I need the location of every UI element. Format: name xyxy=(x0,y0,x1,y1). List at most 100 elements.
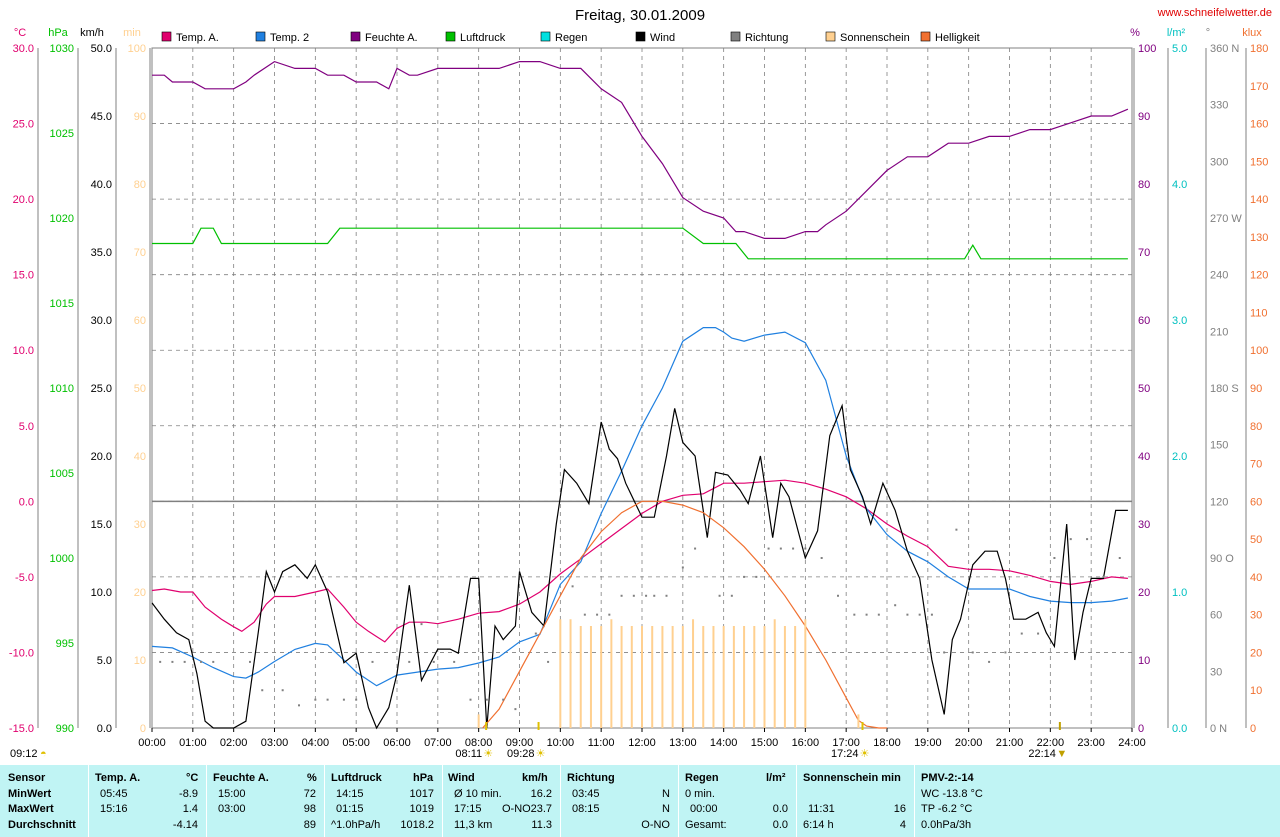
richtung-point xyxy=(608,613,611,616)
richtung-point xyxy=(1086,538,1089,541)
humidity-tick-label: 80 xyxy=(1138,179,1150,191)
richtung-point xyxy=(755,575,758,578)
richtung-point xyxy=(571,585,574,588)
x-tick-label: 24:00 xyxy=(1118,737,1146,749)
x-tick-label: 00:00 xyxy=(138,737,166,749)
richtung-point xyxy=(837,594,839,597)
sun-total-value: 4 xyxy=(899,819,906,831)
pressure-tick-label: 1010 xyxy=(50,383,74,395)
pressure-trend: ^1.0hPa/h xyxy=(331,819,381,831)
chart-axes: °C 30.0 25.0 20.0 15.0 10.0 5.0 0.0 -5.0 -10.0 -15… xyxy=(9,27,1268,749)
humidity-tick-label: 0 xyxy=(1138,723,1144,735)
richtung-point xyxy=(281,689,284,692)
rain-total-label: Gesamt: xyxy=(685,819,727,831)
richtung-point xyxy=(249,660,251,663)
chart-events: 08:11 ☀ 09:28 ☀ 17:24 ☀ 22:14 ▼09:12 ◓ xyxy=(10,722,1067,760)
min-wind-time: Ø 10 min. xyxy=(454,788,502,800)
feuchte-a-line xyxy=(152,60,1129,239)
richtung-point xyxy=(930,613,933,616)
luftdruck-line xyxy=(152,227,1128,260)
richtung-point xyxy=(988,660,991,663)
humidity-tick-label: 100 xyxy=(1138,43,1156,55)
lux-axis-unit: klux xyxy=(1242,27,1262,39)
legend-label: Regen xyxy=(555,32,587,44)
richtung-point xyxy=(502,698,505,701)
direction-tick-label: 300 xyxy=(1210,156,1228,168)
lux-tick-label: 60 xyxy=(1250,496,1262,508)
legend-swatch xyxy=(920,31,931,42)
richtung-point xyxy=(906,613,909,616)
richtung-point xyxy=(1004,651,1007,654)
richtung-point xyxy=(894,604,897,607)
row-label-min: MinWert xyxy=(8,788,52,800)
legend-label: Richtung xyxy=(745,32,788,44)
rain-tick-label: 3.0 xyxy=(1172,315,1187,327)
richtung-point xyxy=(694,547,697,550)
humidity-tick-label: 50 xyxy=(1138,383,1150,395)
max-dir-time: 08:15 xyxy=(572,803,600,815)
pressure-tick-label: 1020 xyxy=(50,213,74,225)
min-temp-value: -8.9 xyxy=(179,788,198,800)
temp-tick-label: 20.0 xyxy=(13,194,34,206)
temp-tick-label: -10.0 xyxy=(9,647,34,659)
weather-chart: Freitag, 30.01.2009 www.schneifelwetter.… xyxy=(9,7,1272,760)
sun-icon: ☀ xyxy=(860,748,870,760)
richtung-point xyxy=(261,689,264,692)
legend-swatch xyxy=(635,31,646,42)
lux-tick-label: 90 xyxy=(1250,383,1262,395)
sun-axis-unit: min xyxy=(123,27,141,39)
rain-total-value: 0.0 xyxy=(772,819,788,831)
direction-tick-label: 330 xyxy=(1210,100,1228,112)
legend-label: Sonnenschein xyxy=(840,32,910,44)
richtung-point xyxy=(596,613,599,616)
richtung-point xyxy=(645,594,648,597)
lux-tick-label: 150 xyxy=(1250,156,1268,168)
sun-tick-label: 30 xyxy=(134,519,146,531)
x-tick-label: 06:00 xyxy=(383,737,411,749)
humidity-axis-unit: % xyxy=(1130,27,1140,39)
pressure-tick-label: 1025 xyxy=(50,128,74,140)
lux-tick-label: 160 xyxy=(1250,119,1268,131)
x-tick-label: 21:00 xyxy=(996,737,1024,749)
wind-axis-unit: km/h xyxy=(80,27,104,39)
legend-swatch xyxy=(255,31,266,42)
richtung-point xyxy=(212,660,215,663)
legend-swatch xyxy=(730,31,741,42)
x-tick-label: 08:00 xyxy=(465,737,493,749)
rain-axis-unit: l/m² xyxy=(1167,27,1186,39)
row-label-average: Durchschnitt xyxy=(8,819,76,831)
richtung-point xyxy=(1053,557,1056,559)
legend-swatch xyxy=(445,31,456,42)
richtung-point xyxy=(1020,632,1023,635)
humidity-tick-label: 40 xyxy=(1138,451,1150,463)
sun-total-time: 6:14 h xyxy=(803,819,834,831)
x-tick-label: 16:00 xyxy=(792,737,820,749)
avg-dir-value: O-NO xyxy=(641,819,670,831)
max-sun-time: 11:31 xyxy=(808,803,835,815)
header-direction: Richtung xyxy=(567,772,615,784)
direction-tick-label: 360 N xyxy=(1210,43,1239,55)
x-tick-label: 22:00 xyxy=(1037,737,1065,749)
max-hum-time: 03:00 xyxy=(218,803,246,815)
header-humidity: Feuchte A. xyxy=(213,772,269,784)
min-press-value: 1017 xyxy=(409,788,434,800)
min-hum-time: 15:00 xyxy=(218,788,246,800)
legend-label: Wind xyxy=(650,32,675,44)
website-link[interactable]: www.schneifelwetter.de xyxy=(1157,7,1272,19)
wind-tick-label: 35.0 xyxy=(91,247,112,259)
humidity-tick-label: 60 xyxy=(1138,315,1150,327)
avg-hum-value: 89 xyxy=(303,819,316,831)
temp-tick-label: 25.0 xyxy=(13,119,34,131)
temp-tick-label: 15.0 xyxy=(13,270,34,282)
avg-temp-value: -4.14 xyxy=(172,819,198,831)
richtung-point xyxy=(200,660,202,663)
direction-tick-label: 210 xyxy=(1210,326,1228,338)
lux-tick-label: 70 xyxy=(1250,459,1262,471)
richtung-point xyxy=(432,660,435,663)
x-tick-label: 15:00 xyxy=(751,737,779,749)
richtung-point xyxy=(632,594,635,597)
sun-tick-label: 40 xyxy=(134,451,146,463)
temp-tick-label: 30.0 xyxy=(13,43,34,55)
min-rain-time: 0 min. xyxy=(685,788,715,800)
humidity-tick-label: 10 xyxy=(1138,655,1150,667)
